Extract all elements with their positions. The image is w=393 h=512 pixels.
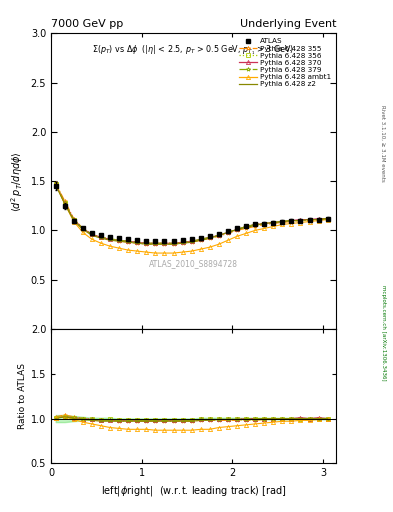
Text: $\Sigma(p_T)$ vs $\Delta\phi$  ($|\eta|$ < 2.5, $p_T$ > 0.5 GeV, $p_{T_1}$ > 3 G: $\Sigma(p_T)$ vs $\Delta\phi$ ($|\eta|$ … <box>92 44 295 57</box>
X-axis label: left|$\phi$right|  (w.r.t. leading track) [rad]: left|$\phi$right| (w.r.t. leading track)… <box>101 484 286 498</box>
Legend: ATLAS, Pythia 6.428 355, Pythia 6.428 356, Pythia 6.428 370, Pythia 6.428 379, P: ATLAS, Pythia 6.428 355, Pythia 6.428 35… <box>237 37 332 89</box>
Text: Rivet 3.1.10, ≥ 3.1M events: Rivet 3.1.10, ≥ 3.1M events <box>381 105 386 182</box>
Text: 7000 GeV pp: 7000 GeV pp <box>51 19 123 29</box>
Text: ATLAS_2010_S8894728: ATLAS_2010_S8894728 <box>149 260 238 268</box>
Text: mcplots.cern.ch [arXiv:1306.3436]: mcplots.cern.ch [arXiv:1306.3436] <box>381 285 386 380</box>
Y-axis label: Ratio to ATLAS: Ratio to ATLAS <box>18 363 27 429</box>
Y-axis label: $\langle d^2\,p_T/d\eta d\phi\rangle$: $\langle d^2\,p_T/d\eta d\phi\rangle$ <box>9 151 25 211</box>
Text: Underlying Event: Underlying Event <box>239 19 336 29</box>
